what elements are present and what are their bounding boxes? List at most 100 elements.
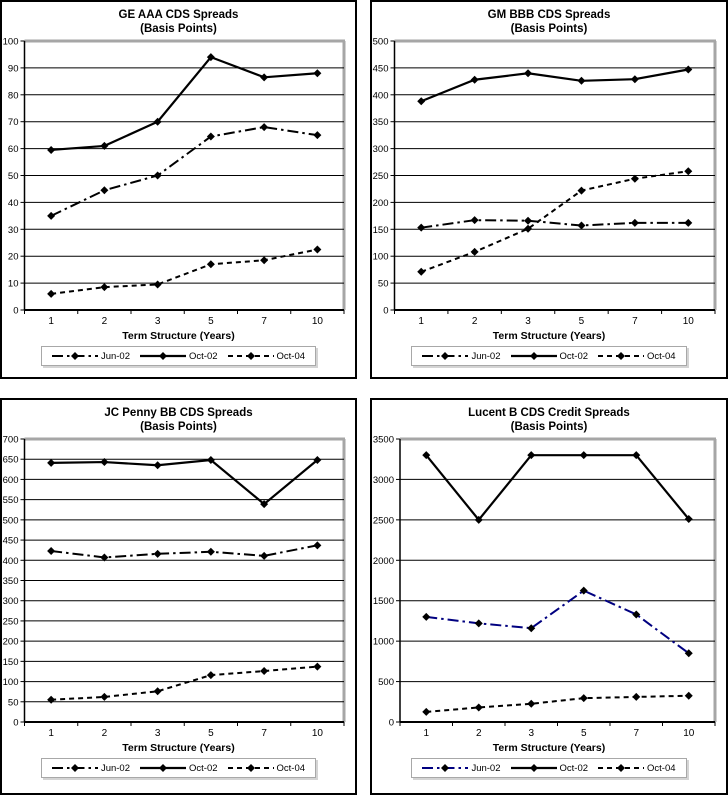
- data-point-marker: [206, 671, 215, 680]
- data-point-marker: [246, 764, 255, 772]
- x-tick-label: 1: [48, 728, 54, 739]
- x-axis-label: Term Structure (Years): [122, 742, 235, 754]
- data-point-marker: [47, 546, 56, 555]
- y-tick-label: 350: [3, 576, 19, 587]
- series-line-oct-02: [51, 55, 318, 152]
- data-point-marker: [100, 458, 109, 467]
- x-tick-label: 5: [579, 316, 585, 327]
- data-point-marker: [632, 692, 641, 701]
- chart-title: Lucent B CDS Credit Spreads: [468, 407, 630, 419]
- y-tick-label: 30: [8, 225, 19, 236]
- legend-label: Jun-02: [100, 350, 131, 362]
- plot-area: 0 50 100 150 200 250 300 350 400 450 500 550 600 650 7…: [2, 434, 355, 742]
- chart-panel-lucent-b: Lucent B CDS Credit Spreads (Basis Point…: [370, 398, 728, 795]
- legend-label: Oct-04: [647, 762, 676, 774]
- legend-item-oct-04: Oct-04: [598, 762, 676, 774]
- data-point-marker: [100, 141, 109, 150]
- data-point-marker: [577, 76, 586, 85]
- data-point-marker: [153, 280, 162, 289]
- x-tick-label: 7: [261, 728, 267, 739]
- data-point-marker: [470, 247, 479, 256]
- x-axis-label: Term Structure (Years): [492, 742, 606, 754]
- legend-label: Oct-02: [559, 762, 589, 774]
- data-point-marker: [524, 69, 533, 78]
- y-tick-label: 600: [3, 475, 19, 486]
- series-line-oct-04: [426, 694, 689, 713]
- plot-area: 0 500 1000 1500 2000 2500 3000 3500 1 2 3 5 7 10: [372, 434, 726, 742]
- y-tick-label: 300: [3, 596, 19, 607]
- plot-area: 0 50 100 150 200 250 300 350 400 450 500 1 2 3 5 7 10: [372, 36, 726, 330]
- legend-key-jun-02: [51, 764, 98, 772]
- legend-item-oct-04: Oct-04: [227, 762, 305, 774]
- legend-label: Oct-02: [559, 350, 589, 362]
- data-point-marker: [684, 218, 693, 227]
- series-line-oct-04: [50, 248, 318, 295]
- data-point-marker: [529, 352, 538, 360]
- y-tick-label: 450: [3, 536, 19, 547]
- chart-canvas: 0 50 100 150 200 250 300 350 400 450 500 550 600 650 7…: [3, 435, 346, 739]
- series-line-oct-02: [425, 454, 690, 522]
- data-point-marker: [630, 218, 639, 227]
- x-tick-label: 10: [683, 728, 695, 739]
- data-point-marker: [100, 692, 109, 701]
- legend-box: Jun-02 Oct-02 Oct-04: [40, 346, 317, 366]
- series-markers-oct-04: [417, 167, 693, 276]
- data-point-marker: [470, 216, 479, 225]
- data-point-marker: [153, 461, 162, 470]
- data-point-marker: [159, 352, 168, 360]
- data-point-marker: [441, 764, 450, 772]
- data-point-marker: [153, 549, 162, 558]
- x-axis-label: Term Structure (Years): [492, 330, 606, 342]
- series-line-jun-02: [426, 589, 690, 655]
- y-tick-label: 50: [8, 171, 19, 182]
- data-point-marker: [524, 216, 533, 225]
- data-point-marker: [417, 223, 426, 232]
- legend: Jun-02 Oct-02 Oct-04: [372, 758, 726, 778]
- legend-key-oct-04: [227, 352, 274, 360]
- y-tick-label: 550: [3, 495, 19, 506]
- data-point-marker: [417, 267, 426, 276]
- chart-subtitle: (Basis Points): [510, 421, 588, 433]
- y-tick-label: 1500: [373, 596, 394, 607]
- y-tick-label: 0: [389, 718, 394, 729]
- data-point-marker: [313, 131, 322, 140]
- legend-box: Jun-02 Oct-02 Oct-04: [40, 758, 317, 778]
- data-point-marker: [529, 764, 538, 772]
- data-point-marker: [527, 624, 536, 633]
- data-point-marker: [684, 515, 693, 524]
- data-point-marker: [632, 451, 641, 460]
- data-point-marker: [579, 694, 588, 703]
- x-tick-label: 7: [632, 316, 638, 327]
- series-markers-jun-02: [47, 123, 322, 220]
- chart-subtitle: (Basis Points): [510, 23, 588, 35]
- x-tick-label: 2: [472, 316, 478, 327]
- data-point-marker: [579, 451, 588, 460]
- series-line-jun-02: [51, 544, 318, 559]
- series-markers-jun-02: [47, 541, 322, 562]
- data-point-marker: [153, 687, 162, 696]
- x-tick-label: 1: [423, 728, 429, 739]
- chart-subtitle: (Basis Points): [140, 23, 217, 35]
- legend-key-oct-02: [140, 764, 187, 772]
- data-point-marker: [684, 167, 693, 176]
- chart-canvas: 0 500 1000 1500 2000 2500 3000 3500 1 2 3 5 7 10: [373, 435, 717, 739]
- data-point-marker: [441, 352, 450, 360]
- x-tick-label: 10: [683, 316, 695, 327]
- legend-item-oct-02: Oct-02: [140, 350, 218, 362]
- data-point-marker: [260, 123, 269, 132]
- data-point-marker: [527, 699, 536, 708]
- chart-title: GE AAA CDS Spreads: [118, 9, 239, 21]
- data-point-marker: [260, 551, 269, 560]
- legend-key-jun-02: [422, 352, 469, 360]
- y-tick-label: 80: [8, 90, 19, 101]
- y-tick-label: 400: [373, 90, 389, 101]
- data-point-marker: [206, 547, 215, 556]
- legend-key-jun-02: [422, 764, 469, 772]
- y-tick-label: 2500: [373, 515, 394, 526]
- x-tick-label: 2: [102, 728, 108, 739]
- data-point-marker: [260, 667, 269, 676]
- y-tick-label: 1000: [373, 637, 394, 648]
- legend-label: Oct-04: [647, 350, 676, 362]
- x-tick-label: 1: [418, 316, 424, 327]
- x-tick-label: 5: [208, 728, 214, 739]
